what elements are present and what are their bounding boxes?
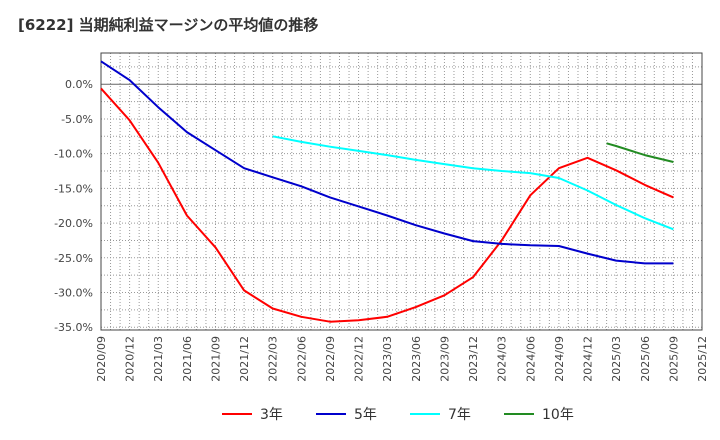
x-tick-label: 2025/06 [639,336,652,382]
legend-label: 3年 [260,407,283,423]
x-tick-label: 2021/03 [152,336,165,382]
x-tick-label: 2024/03 [496,336,509,382]
y-tick-label: -20.0% [54,217,93,230]
series-line-3年 [100,87,674,323]
x-tick-label: 2021/06 [181,336,194,382]
legend-label: 5年 [354,407,377,423]
x-tick-label: 2022/12 [353,336,366,382]
series-line-7年 [272,135,674,231]
x-tick-label: 2022/06 [295,336,308,382]
y-tick-label: -35.0% [54,321,93,334]
x-tick-label: 2021/12 [238,336,251,382]
x-tick-label: 2023/12 [467,336,480,382]
chart-title: [6222] 当期純利益マージンの平均値の推移 [18,16,319,34]
x-tick-label: 2023/09 [438,336,451,382]
x-tick-label: 2023/06 [410,336,423,382]
x-tick-label: 2023/03 [381,336,394,382]
y-tick-label: -5.0% [61,113,93,126]
y-tick-label: -10.0% [54,148,93,161]
y-tick-label: -25.0% [54,252,93,265]
y-tick-label: -30.0% [54,287,93,300]
series-line-10年 [606,142,674,163]
x-tick-label: 2020/12 [124,336,137,382]
y-tick-label: -15.0% [54,182,93,195]
x-tick-label: 2020/09 [95,336,108,382]
x-tick-label: 2024/09 [553,336,566,382]
x-tick-label: 2025/12 [696,336,709,382]
x-tick-label: 2021/09 [209,336,222,382]
legend-label: 10年 [542,407,574,423]
x-tick-label: 2024/12 [582,336,595,382]
plot-frame [100,52,703,331]
x-tick-label: 2025/03 [610,336,623,382]
x-tick-label: 2022/09 [324,336,337,382]
x-tick-label: 2025/09 [667,336,680,382]
legend-label: 7年 [448,407,471,423]
series-line-5年 [100,60,674,265]
y-tick-label: 0.0% [65,78,93,91]
x-tick-label: 2022/03 [267,336,280,382]
x-tick-label: 2024/06 [524,336,537,382]
